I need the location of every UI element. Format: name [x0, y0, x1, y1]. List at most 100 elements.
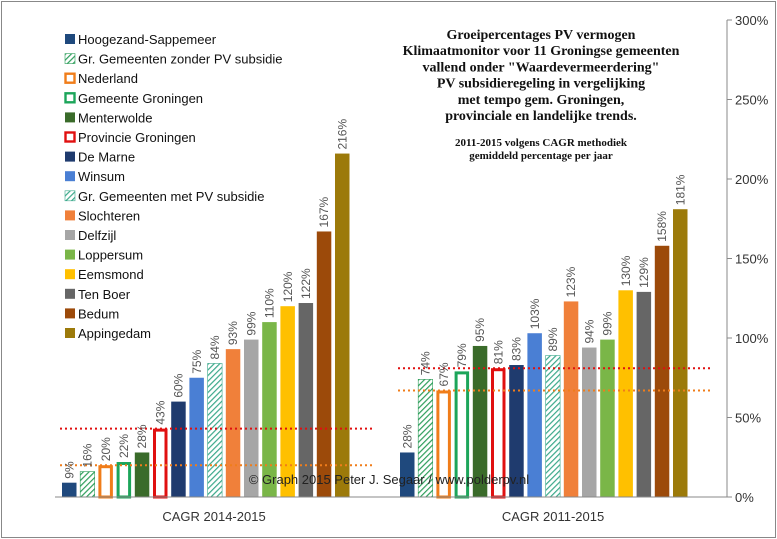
bar	[62, 482, 77, 497]
bar	[636, 291, 652, 497]
bar	[400, 452, 415, 497]
bar-data-label: 67%	[437, 362, 451, 386]
bar-data-label: 9%	[62, 461, 76, 479]
legend-label: Gr. Gemeenten zonder PV subsidie	[78, 52, 283, 67]
bar-data-label: 95%	[473, 318, 487, 342]
bar-data-label: 103%	[528, 298, 542, 329]
legend-swatch	[65, 269, 75, 280]
y-tick-label: 0%	[735, 490, 754, 505]
bar-data-label: 89%	[546, 327, 560, 351]
bar-labels-layer: 9% 28% 16% 74% 20% 67% 22% 79% 28% 95% 43% 81% 60% 83…	[62, 119, 687, 479]
y-tick-label: 50%	[735, 411, 761, 426]
legend-label: Ten Boer	[78, 287, 131, 302]
bar	[509, 365, 524, 497]
title-line: vallend onder "Waardevermeerdering"	[423, 60, 660, 75]
bar	[171, 401, 186, 497]
legend-swatch	[65, 112, 75, 123]
bar	[335, 153, 350, 497]
legend-swatch	[65, 249, 75, 260]
bar	[527, 333, 542, 497]
bar	[244, 339, 259, 497]
legend-swatch	[65, 210, 75, 221]
bar-data-label: 99%	[244, 311, 258, 335]
legend-label: Gemeente Groningen	[78, 91, 203, 106]
bar-data-label: 81%	[491, 340, 505, 364]
bar	[153, 428, 168, 499]
legend-swatch	[65, 171, 75, 182]
y-tick-label: 200%	[735, 172, 769, 187]
legend-swatch	[65, 230, 75, 240]
legend-label: Gr. Gemeenten met PV subsidie	[78, 189, 264, 204]
bar-data-label: 110%	[263, 288, 277, 318]
bar	[280, 306, 295, 497]
copyright-text: © Graph 2015 Peter J. Segaar / www.polde…	[249, 472, 529, 487]
legend-swatch	[64, 72, 76, 84]
bar	[618, 290, 633, 497]
title-line: Klimaatmonitor voor 11 Groningse gemeent…	[403, 44, 680, 59]
subtitle-line: 2011-2015 volgens CAGR methodiek	[455, 137, 628, 149]
legend-label: Eemsmond	[78, 267, 144, 282]
bar	[207, 363, 223, 498]
bar-data-label: 22%	[117, 434, 131, 458]
bar	[316, 231, 332, 497]
bar	[563, 301, 579, 497]
bar-data-label: 83%	[510, 337, 524, 361]
bar	[654, 245, 670, 497]
y-tick-label: 250%	[735, 93, 769, 108]
x-category-label: CAGR 2014-2015	[162, 509, 265, 524]
y-tick-label: 150%	[735, 252, 769, 267]
bar	[600, 339, 615, 497]
bar-data-label: 167%	[317, 196, 331, 227]
legend-label: Hoogezand-Sappemeer	[78, 32, 217, 47]
bar	[134, 452, 150, 497]
bar-data-label: 60%	[172, 373, 186, 397]
bar-data-label: 74%	[419, 351, 433, 375]
y-axis-ticks: 0% 50% 100% 150% 200% 250% 300%	[727, 13, 769, 505]
reference-lines-layer	[60, 367, 710, 467]
chart-title: Groeipercentages PV vermogenKlimaatmonit…	[403, 28, 680, 124]
title-line: Groeipercentages PV vermogen	[447, 28, 636, 43]
legend-swatch	[64, 190, 76, 202]
bar	[298, 303, 314, 497]
legend-label: Appingedam	[78, 326, 151, 341]
legend-label: Slochteren	[78, 208, 140, 223]
x-axis-categories: CAGR 2014-2015 CAGR 2011-2015	[162, 509, 604, 524]
bar-data-label: 75%	[190, 349, 204, 373]
chart-subtitle: 2011-2015 volgens CAGR methodiekgemiddel…	[455, 137, 628, 162]
bar	[673, 209, 688, 497]
bar-data-label: 94%	[582, 319, 596, 343]
bar-data-label: 123%	[564, 266, 578, 297]
legend-label: Loppersum	[78, 248, 143, 263]
legend-label: Winsum	[78, 169, 125, 184]
bar-data-label: 130%	[619, 255, 633, 286]
bar-data-label: 84%	[208, 335, 222, 359]
bar	[98, 465, 113, 499]
bar-data-label: 93%	[226, 321, 240, 345]
bar-data-label: 79%	[455, 343, 469, 367]
legend-label: Bedum	[78, 306, 119, 321]
legend: Hoogezand-Sappemeer Gr. Gemeenten zonder …	[64, 32, 283, 341]
bar-data-label: 43%	[153, 400, 167, 424]
legend-label: Provincie Groningen	[78, 130, 196, 145]
bar	[472, 345, 488, 497]
bar-data-label: 28%	[400, 424, 414, 448]
legend-label: De Marne	[78, 150, 135, 165]
bar-data-label: 28%	[135, 424, 149, 448]
legend-swatch	[64, 53, 76, 64]
bar	[189, 377, 204, 497]
bar	[262, 322, 277, 497]
title-line: met tempo gem. Groningen,	[458, 93, 625, 108]
legend-swatch	[64, 131, 76, 143]
bar-data-label: 216%	[335, 119, 349, 150]
legend-swatch	[65, 308, 75, 319]
legend-label: Delfzijl	[78, 228, 116, 243]
bar-data-label: 122%	[299, 268, 313, 299]
legend-label: Nederland	[78, 71, 138, 86]
y-tick-label: 100%	[735, 331, 769, 346]
bar	[545, 355, 561, 498]
legend-swatch	[65, 34, 75, 44]
bar-data-label: 120%	[281, 271, 295, 302]
subtitle-line: gemiddeld percentage per jaar	[469, 150, 613, 162]
bar	[225, 349, 241, 497]
